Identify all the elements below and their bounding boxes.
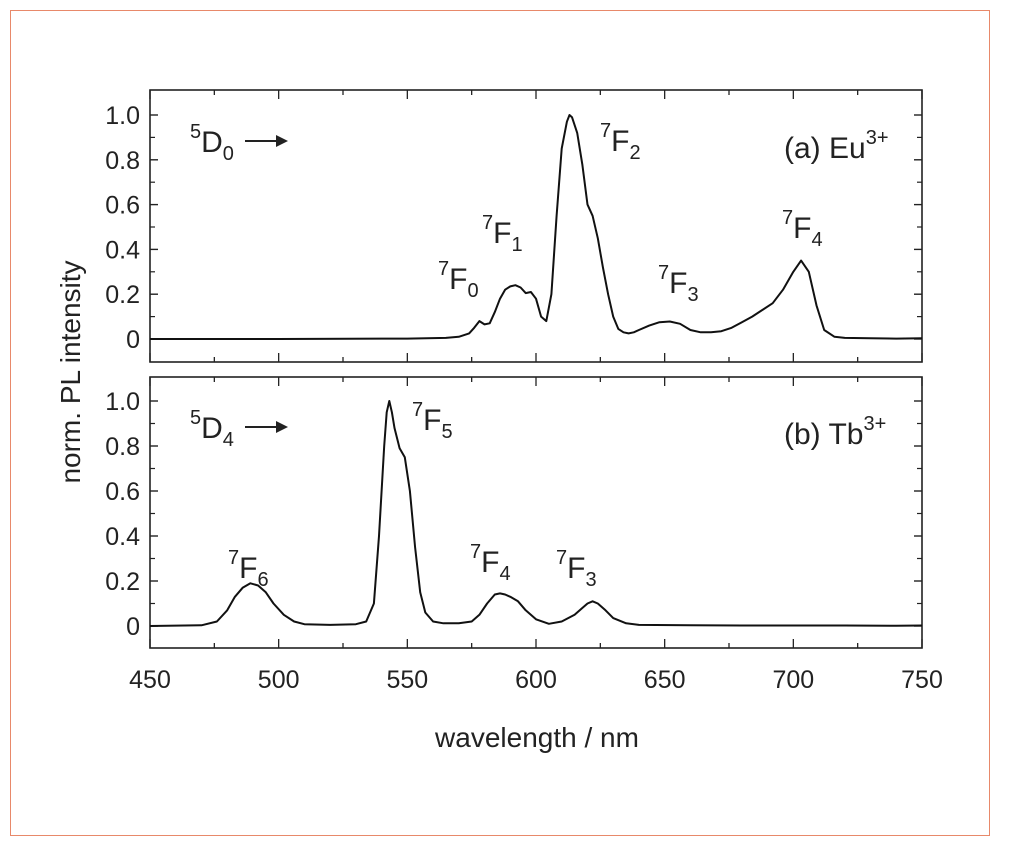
x-tick-label: 750 (901, 666, 943, 694)
y-tick-label: 0.8 (105, 147, 140, 175)
transition-label: 7F2 (600, 120, 641, 164)
transition-label: 7F4 (470, 541, 511, 585)
figure-frame (10, 10, 990, 836)
x-tick-label: 550 (386, 666, 428, 694)
y-tick-label: 0.4 (105, 523, 140, 551)
panel-a-label: (a) Eu3+ (784, 127, 889, 165)
y-tick-label: 0.2 (105, 568, 140, 596)
panel-a-initial-level: 5D0 (190, 121, 234, 165)
y-tick-label: 0.2 (105, 281, 140, 309)
transition-label: 7F4 (782, 207, 823, 251)
y-tick-label: 0 (126, 613, 140, 641)
transition-label: 7F3 (556, 547, 597, 591)
panel-b-spectrum-line (149, 400, 923, 627)
x-tick-label: 650 (644, 666, 686, 694)
x-axis-tick-labels: 450 500 550 600 650 700 750 (129, 666, 943, 694)
y-tick-label: 0.6 (105, 192, 140, 220)
x-tick-label: 600 (515, 666, 557, 694)
x-tick-label: 700 (772, 666, 814, 694)
y-tick-label: 0 (126, 326, 140, 354)
panel-b: 0 0.2 0.4 0.6 0.8 1.0 5D4 (b) Tb3+ 7F6 7F5 7F4 7F3 (105, 376, 923, 649)
arrow-head-icon (276, 135, 288, 147)
transition-label: 7F1 (482, 212, 523, 256)
panel-a-spectrum-line (150, 114, 923, 340)
x-tick-label: 500 (258, 666, 300, 694)
x-axis-label: wavelength / nm (434, 722, 639, 753)
transition-label: 7F3 (658, 262, 699, 306)
y-tick-label: 0.6 (105, 478, 140, 506)
y-tick-label: 0.8 (105, 433, 140, 461)
panel-b-label: (b) Tb3+ (784, 413, 886, 451)
arrow-head-icon (276, 421, 288, 433)
y-tick-label: 1.0 (105, 102, 140, 130)
y-axis-label: norm. PL intensity (55, 260, 86, 483)
y-tick-label: 0.4 (105, 236, 140, 264)
transition-label: 7F0 (438, 258, 479, 302)
panel-b-initial-level: 5D4 (190, 407, 234, 451)
y-tick-label: 1.0 (105, 388, 140, 416)
transition-label: 7F5 (412, 399, 453, 443)
x-tick-label: 450 (129, 666, 171, 694)
transition-label: 7F6 (228, 547, 269, 591)
